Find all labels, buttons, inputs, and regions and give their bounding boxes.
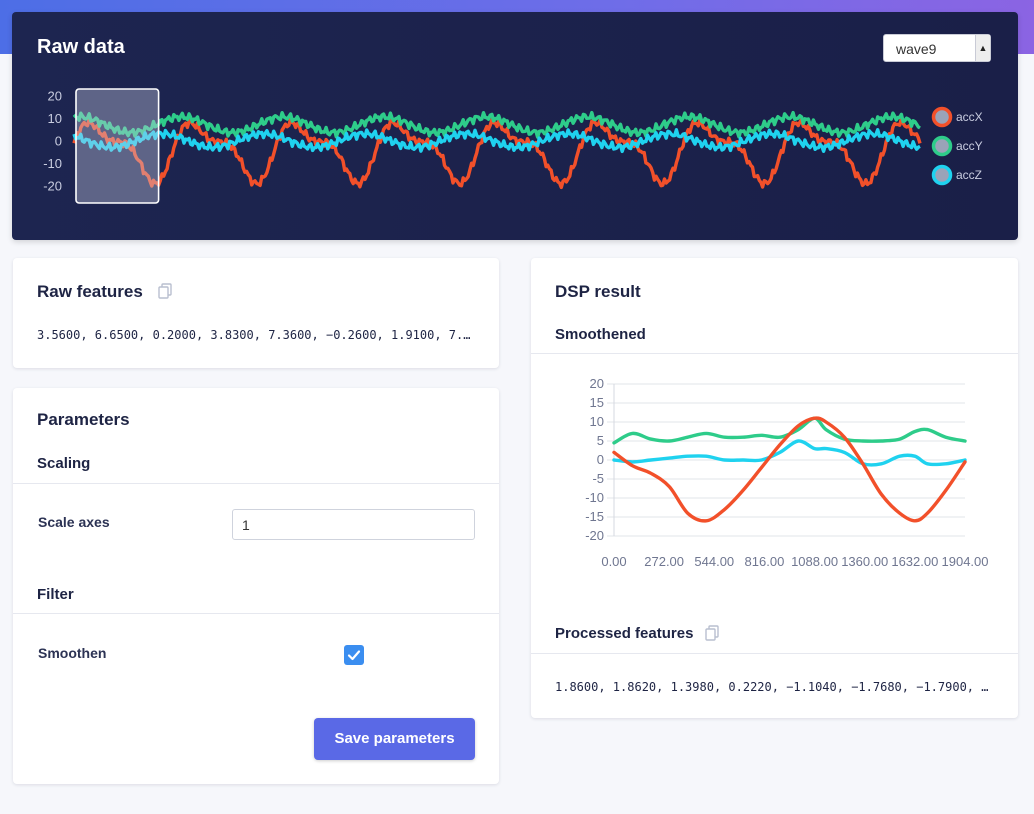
x-tick-label: 544.00 (694, 554, 734, 569)
raw-data-panel: Raw data wave9 ▲ 20 10 0 -10 -20 accX accY accZ (12, 12, 1018, 240)
smoothen-label: Smoothen (38, 645, 107, 661)
y-tick-label: 20 (48, 89, 62, 104)
x-tick-label: 816.00 (745, 554, 785, 569)
divider (531, 353, 1018, 354)
x-tick-label: 1632.00 (891, 554, 938, 569)
divider (531, 653, 1018, 654)
legend-marker-accY (931, 135, 953, 157)
legend-label-accZ: accZ (956, 168, 982, 182)
y-tick-label: 10 (590, 414, 604, 429)
save-parameters-button[interactable]: Save parameters (314, 718, 475, 760)
scaling-heading: Scaling (37, 455, 91, 472)
processed-features-values: 1.8600, 1.8620, 1.3980, 0.2220, −1.1040,… (555, 680, 989, 694)
selection-window[interactable] (75, 88, 160, 204)
y-tick-label: -20 (585, 528, 604, 543)
sample-select-value: wave9 (896, 41, 937, 57)
scale-axes-label: Scale axes (38, 514, 110, 530)
smoothened-chart: 20 15 10 5 0 -5 -10 -15 -20 0.00 272.00 544.00 816.0… (585, 376, 989, 569)
series-line-accY (612, 416, 967, 445)
x-tick-label: 1088.00 (791, 554, 838, 569)
copy-icon[interactable] (157, 283, 173, 299)
series-line-accY (72, 110, 921, 139)
legend-marker-accX (931, 106, 953, 128)
legend-label-accY: accY (956, 139, 983, 153)
divider (13, 483, 499, 484)
filter-heading: Filter (37, 586, 74, 603)
processed-features-title: Processed features (555, 625, 694, 642)
raw-data-chart[interactable]: 20 10 0 -10 -20 accX accY accZ (12, 12, 1018, 240)
series-line-accZ (72, 127, 921, 154)
smoothened-heading: Smoothened (555, 326, 646, 343)
y-tick-label: 5 (597, 433, 604, 448)
y-tick-label: 10 (48, 111, 62, 126)
y-tick-label: -5 (592, 471, 604, 486)
y-tick-label: 20 (590, 376, 604, 391)
raw-data-title: Raw data (37, 36, 125, 58)
checkmark-icon (347, 650, 361, 661)
x-tick-label: 1904.00 (942, 554, 989, 569)
dsp-result-card: DSP result Smoothened 20 15 10 5 0 -5 -10 -15 -2… (531, 258, 1018, 718)
x-tick-label: 1360.00 (841, 554, 888, 569)
legend-label-accX: accX (956, 110, 983, 124)
x-tick-label: 272.00 (644, 554, 684, 569)
x-tick-label: 0.00 (601, 554, 626, 569)
scale-axes-input[interactable] (232, 509, 475, 540)
raw-features-card: Raw features 3.5600, 6.6500, 0.2000, 3.8… (13, 258, 499, 368)
series-line-accX (72, 116, 922, 190)
dsp-result-title: DSP result (555, 282, 641, 301)
divider (13, 613, 499, 614)
series-line-accX (612, 416, 967, 523)
legend-marker-accZ (931, 164, 953, 186)
raw-features-title: Raw features (37, 282, 143, 301)
sample-select[interactable]: wave9 ▲ (883, 34, 991, 62)
series-line-accZ (612, 439, 967, 467)
raw-features-values: 3.5600, 6.6500, 0.2000, 3.8300, 7.3600, … (37, 328, 471, 342)
y-tick-label: -10 (43, 156, 62, 171)
y-tick-label: -20 (43, 179, 62, 194)
y-tick-label: 0 (55, 134, 62, 149)
smoothen-checkbox[interactable] (344, 645, 364, 665)
parameters-title: Parameters (37, 410, 130, 429)
y-tick-label: 15 (590, 395, 604, 410)
chevron-down-icon[interactable]: ▲ (975, 35, 990, 61)
y-tick-label: -10 (585, 490, 604, 505)
copy-icon[interactable] (704, 625, 720, 641)
parameters-card: Parameters Scaling Scale axes Filter Smo… (13, 388, 499, 784)
y-tick-label: -15 (585, 509, 604, 524)
y-tick-label: 0 (597, 452, 604, 467)
